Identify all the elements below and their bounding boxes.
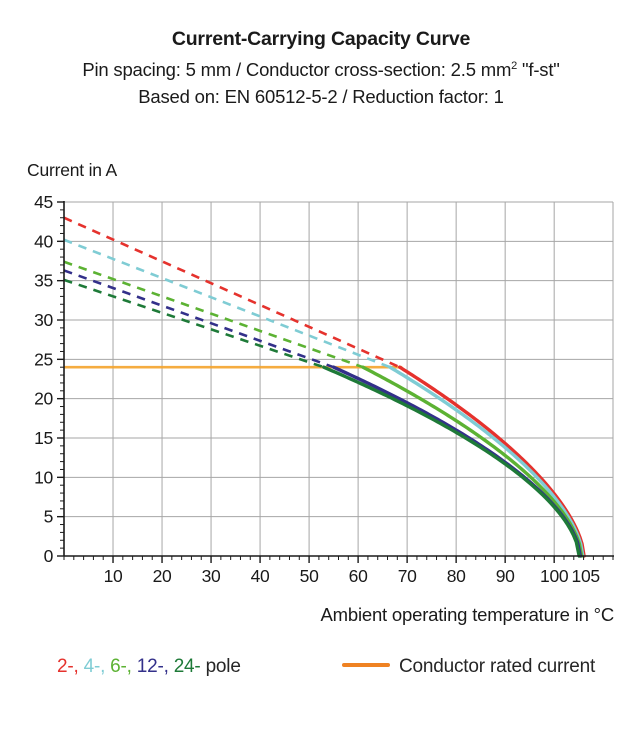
x-axis-title: Ambient operating temperature in °C bbox=[320, 604, 615, 625]
legend-rated-current: Conductor rated current bbox=[342, 656, 595, 678]
series-solid-24-pole bbox=[322, 365, 581, 558]
legend-row: 2-, 4-, 6-, 12-, 24- pole Conductor rated cur… bbox=[0, 656, 642, 686]
x-tick-label: 105 bbox=[572, 566, 600, 586]
legend-pole-item: 4-, bbox=[83, 656, 106, 677]
rated-current-label: Conductor rated current bbox=[399, 656, 596, 677]
chart-subtitle-pin-spacing: Pin spacing: 5 mm / Conductor cross-sect… bbox=[0, 53, 642, 83]
chart-subtitle-standard: Based on: EN 60512-5-2 / Reduction facto… bbox=[138, 86, 504, 108]
series-dashed-4-pole bbox=[63, 238, 391, 369]
x-tick-label: 20 bbox=[153, 566, 172, 586]
legend-pole-item: 2-, bbox=[57, 656, 79, 677]
y-tick-label: 40 bbox=[34, 231, 53, 251]
chart-title: Current-Carrying Capacity Curve bbox=[171, 28, 471, 50]
series-solid-6-pole bbox=[361, 365, 584, 558]
y-axis-title: Current in A bbox=[27, 160, 118, 180]
x-tick-label: 90 bbox=[496, 566, 515, 586]
y-tick-label: 15 bbox=[34, 428, 53, 448]
x-tick-label: 40 bbox=[251, 566, 270, 586]
legend-pole-suffix: pole bbox=[205, 656, 241, 677]
x-tick-label: 30 bbox=[202, 566, 221, 586]
y-tick-label: 10 bbox=[34, 467, 53, 487]
series-dashed-12-pole bbox=[63, 269, 335, 369]
series-dashed-2-pole bbox=[63, 216, 401, 369]
y-tick-label: 20 bbox=[34, 389, 53, 409]
subtitle-pre-sup: Pin spacing: 5 mm / Conductor cross-sect… bbox=[82, 59, 512, 81]
title-block: Current-Carrying Capacity Curve Pin spac… bbox=[0, 26, 642, 110]
series-dashed-6-pole bbox=[63, 260, 364, 369]
x-tick-label: 50 bbox=[300, 566, 319, 586]
y-tick-label: 5 bbox=[44, 507, 53, 527]
y-tick-label: 45 bbox=[34, 192, 53, 212]
x-tick-label: 80 bbox=[447, 566, 466, 586]
y-tick-label: 0 bbox=[44, 546, 54, 566]
y-tick-label: 30 bbox=[34, 310, 53, 330]
series-solid-12-pole bbox=[331, 365, 583, 558]
legend-pole-item: 6-, bbox=[110, 656, 132, 677]
legend-pole-item: 12-, bbox=[136, 656, 169, 677]
x-tick-label: 100 bbox=[540, 566, 569, 586]
y-tick-label: 25 bbox=[34, 349, 53, 369]
subtitle-superscript: 2 bbox=[511, 60, 518, 72]
x-tick-label: 70 bbox=[398, 566, 417, 586]
legend-pole-list: 2-, 4-, 6-, 12-, 24- pole bbox=[57, 656, 246, 678]
rated-current-swatch bbox=[342, 662, 390, 667]
legend-pole-item: 24- bbox=[173, 656, 201, 677]
series-dashed-24-pole bbox=[63, 278, 325, 369]
y-tick-label: 35 bbox=[34, 271, 53, 291]
series-solid-2-pole bbox=[398, 365, 586, 558]
x-tick-label: 60 bbox=[349, 566, 368, 586]
series-solid-4-pole bbox=[388, 365, 585, 558]
x-tick-label: 10 bbox=[104, 566, 123, 586]
subtitle-post-sup: "f-st" bbox=[517, 59, 560, 81]
